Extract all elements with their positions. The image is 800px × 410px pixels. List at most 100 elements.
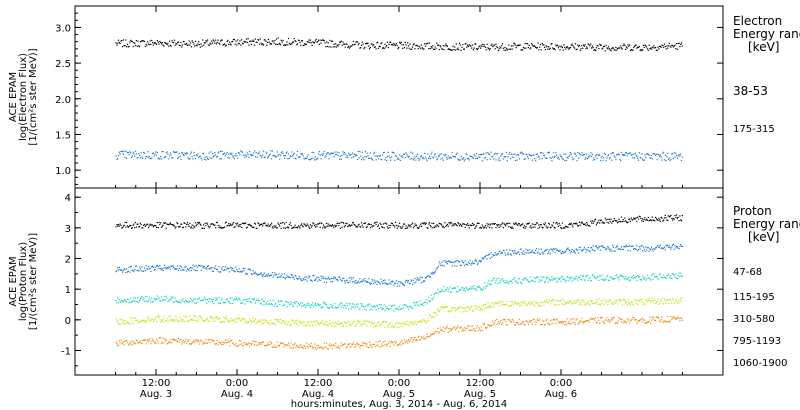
data-point [556,249,559,251]
data-point [266,225,268,227]
data-point [278,43,280,45]
data-point [463,48,465,50]
data-point [306,280,308,282]
data-point [592,222,594,224]
data-point [301,346,303,348]
data-point [416,339,418,341]
data-point [615,322,617,324]
data-point [450,307,452,309]
data-point [126,322,128,324]
data-point [411,337,413,339]
data-point [307,224,309,226]
data-point [427,227,429,229]
data-point [408,282,410,285]
data-point [365,156,367,158]
data-point [421,222,423,224]
data-point [151,39,153,41]
data-point [574,43,576,45]
data-point [562,322,564,324]
data-point [155,43,157,45]
data-point [441,153,443,155]
data-point [677,42,679,44]
data-point [378,282,380,284]
data-point [515,280,517,282]
data-point [191,40,193,42]
data-point [663,151,665,153]
data-point [500,225,502,227]
data-point [574,252,576,254]
data-point [266,319,268,322]
data-point [155,342,157,344]
data-point [454,287,456,289]
data-point [147,151,149,153]
data-point [390,340,393,342]
data-point [384,279,386,281]
data-point [574,322,576,324]
data-point [677,155,679,157]
data-point [218,266,220,268]
data-point [326,281,328,283]
data-point [207,298,209,301]
data-point [517,153,519,156]
data-point [559,49,561,51]
data-point [661,247,663,249]
data-point [228,41,231,43]
data-point [322,277,325,279]
data-point [262,322,265,324]
data-point [579,302,581,304]
data-point [536,276,538,278]
data-point [579,49,581,51]
data-point [236,269,238,271]
data-point [569,278,572,280]
data-point [176,268,178,270]
data-point [284,278,286,280]
data-point [297,278,299,280]
data-point [261,342,263,344]
data-point [661,298,663,300]
data-point [556,45,558,47]
data-point [504,47,506,49]
data-point [675,216,677,218]
data-point [168,300,170,302]
data-point [267,303,269,305]
data-point [634,152,636,155]
data-point [186,343,188,345]
data-point [415,281,417,283]
data-point [565,324,568,326]
data-point [226,298,228,300]
data-point [568,48,570,50]
data-point [183,301,185,303]
data-point [400,344,402,346]
data-point [625,301,627,303]
data-point [474,43,476,45]
data-point [355,41,357,43]
data-point [339,41,342,43]
data-point [302,321,304,323]
data-point [270,319,272,321]
data-point [431,47,433,49]
data-point [209,298,211,300]
data-point [603,279,606,281]
data-point [315,278,317,280]
data-point [609,320,611,322]
data-point [587,319,589,321]
data-point [390,44,393,46]
data-point [151,157,153,159]
data-point [618,299,620,301]
data-point [480,45,482,47]
data-point [217,271,219,273]
data-point [670,277,672,279]
data-point [424,222,426,224]
data-point [418,279,420,281]
data-point [453,224,455,226]
data-point [386,223,388,225]
data-point [341,323,343,325]
data-point [374,306,376,308]
data-point [221,150,223,152]
data-point [422,318,424,320]
data-point [537,276,539,278]
data-point [555,304,557,306]
data-point [620,318,622,320]
data-point [148,225,150,227]
data-point [535,223,537,226]
